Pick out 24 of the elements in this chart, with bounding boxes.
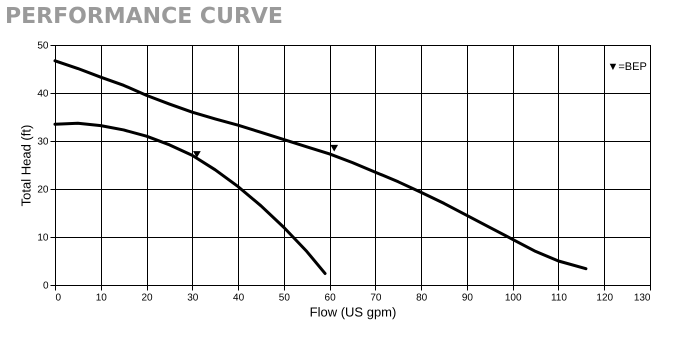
x-tick-label: 130 (634, 292, 651, 304)
x-tick-label: 120 (596, 292, 614, 304)
x-tick-label: 110 (550, 292, 568, 304)
y-tick-label: 0 (42, 280, 49, 292)
x-tick-label: 0 (56, 292, 62, 304)
y-tick-label: 40 (37, 88, 49, 100)
x-tick-label: 70 (370, 292, 382, 304)
x-axis-title: Flow (US gpm) (310, 304, 396, 320)
x-tick-label: 30 (187, 292, 199, 304)
x-tick-label: 80 (416, 292, 428, 304)
y-tick-label: 10 (37, 232, 49, 244)
annotation: ▼=BEP (607, 61, 647, 73)
x-tick-label: 40 (233, 292, 245, 304)
x-tick-label: 100 (504, 292, 522, 304)
y-tick-label: 50 (37, 40, 49, 52)
y-tick-label: 30 (37, 136, 49, 148)
chart-title: PERFORMANCE CURVE (5, 4, 283, 29)
y-tick-label: 20 (37, 184, 49, 196)
x-tick-label: 90 (462, 292, 474, 304)
x-tick-label: 20 (141, 292, 154, 304)
y-axis-title: Total Head (ft) (18, 124, 34, 206)
x-tick-label: 10 (96, 292, 108, 304)
x-tick-label: 60 (324, 292, 336, 304)
x-tick-label: 50 (278, 292, 290, 304)
